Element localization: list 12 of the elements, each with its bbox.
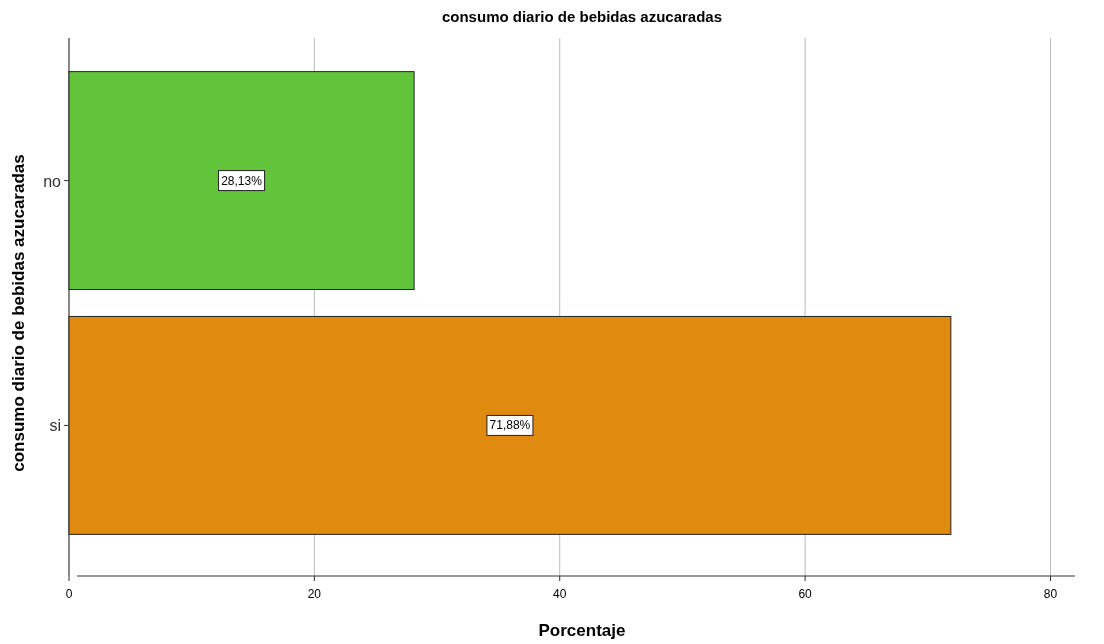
data-label: 28,13%: [221, 173, 263, 188]
x-tick-label: 20: [307, 587, 322, 601]
x-tick-label: 80: [1043, 587, 1058, 601]
y-tick-label: no: [43, 172, 62, 190]
y-axis-title: consumo diario de bebidas azucaradas: [9, 154, 28, 472]
y-tick-label: si: [49, 417, 61, 435]
chart-title: consumo diario de bebidas azucaradas: [441, 8, 723, 25]
x-tick-label: 0: [65, 587, 73, 601]
data-label: 71,88%: [489, 418, 531, 433]
x-tick-label: 40: [553, 587, 567, 601]
x-axis-title: Porcentaje: [538, 621, 626, 640]
x-tick-label: 60: [798, 587, 813, 601]
